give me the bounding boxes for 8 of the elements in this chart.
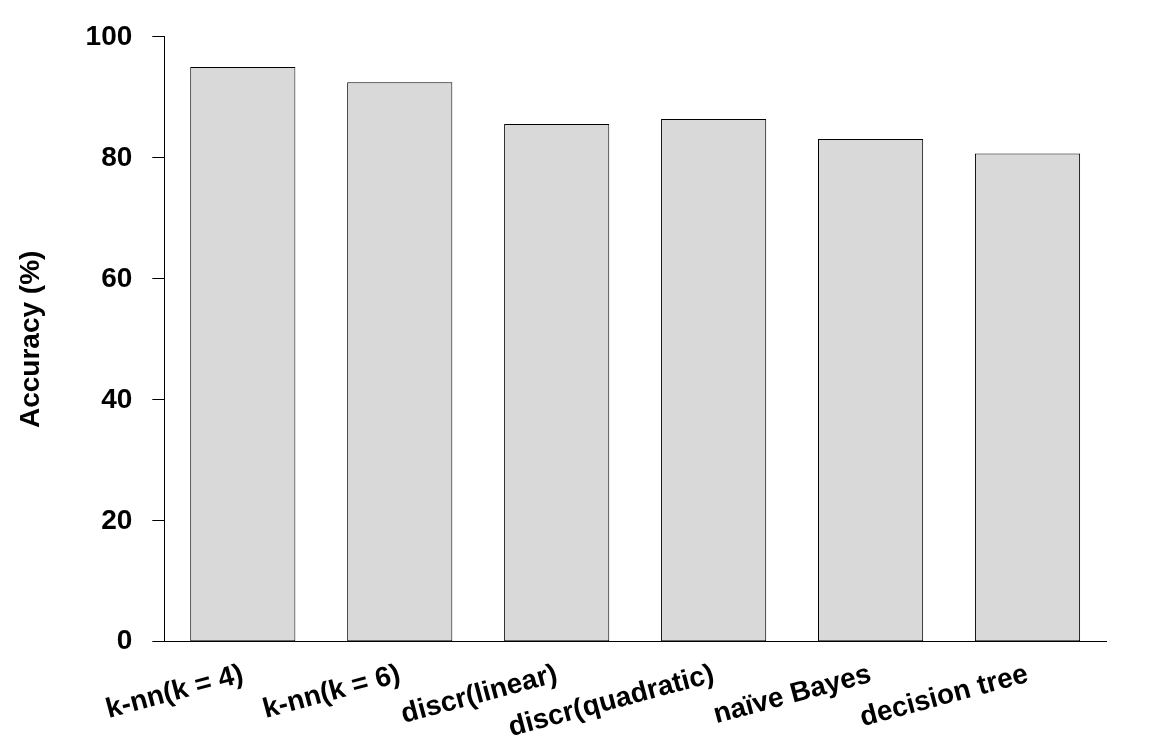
y-tick-label: 60 — [101, 261, 133, 293]
x-tick-label: k-nn(k = 4) — [102, 657, 247, 724]
y-tick-label: 20 — [101, 503, 133, 535]
y-tick-label: 100 — [85, 19, 133, 51]
y-tick-label: 0 — [116, 624, 133, 656]
y-tick-label: 40 — [101, 382, 133, 414]
y-axis-title: Accuracy (%) — [13, 250, 45, 428]
y-tick-label: 80 — [101, 140, 133, 172]
